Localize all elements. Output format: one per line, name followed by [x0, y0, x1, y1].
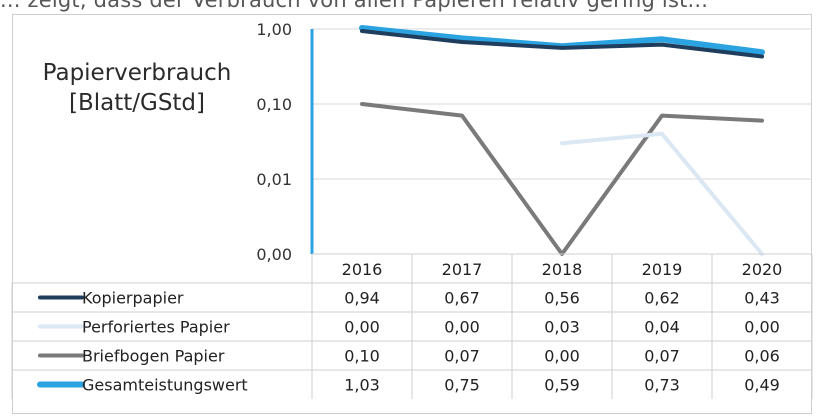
data-label: 0,04	[644, 318, 680, 337]
data-label: 0,07	[644, 347, 680, 366]
data-label: 0,00	[744, 318, 780, 337]
data-label: 0,73	[644, 376, 680, 395]
data-label: 0,49	[744, 376, 780, 395]
chart-frame	[12, 14, 812, 414]
data-label: 1,03	[344, 376, 380, 395]
x-category-label: 2016	[342, 260, 383, 279]
data-label: 0,59	[544, 376, 580, 395]
y-axis-label-line-2: [Blatt/GStd]	[68, 90, 206, 116]
y-axis-label: Papierverbrauch [Blatt/GStd]	[30, 58, 244, 118]
y-axis-label-line-1: Papierverbrauch	[42, 60, 232, 86]
data-label: 0,94	[344, 289, 380, 308]
data-label: 0,75	[444, 376, 480, 395]
data-label: 0,56	[544, 289, 580, 308]
y-tick-label: 0,10	[256, 95, 292, 114]
x-category-label: 2018	[542, 260, 583, 279]
x-category-label: 2019	[642, 260, 683, 279]
series-name-2: Perforiertes Papier	[82, 318, 230, 337]
series-name-4: Gesamteistungswert	[82, 376, 248, 395]
data-label: 0,00	[444, 318, 480, 337]
series-name-1: Kopierpapier	[82, 289, 184, 308]
data-label: 0,03	[544, 318, 580, 337]
data-label: 0,00	[544, 347, 580, 366]
series-line-2	[560, 131, 764, 256]
x-category-label: 2017	[442, 260, 483, 279]
y-tick-label: 0,01	[256, 170, 292, 189]
page-context-text: ... zeigt, dass der Verbrauch von allen …	[0, 0, 709, 12]
series-lines	[359, 25, 765, 256]
data-label: 0,67	[444, 289, 480, 308]
data-label: 0,43	[744, 289, 780, 308]
series-name-3: Briefbogen Papier	[82, 347, 225, 366]
y-tick-label: 0,00	[256, 245, 292, 264]
x-category-label: 2020	[742, 260, 783, 279]
data-label: 0,06	[744, 347, 780, 366]
data-table: 2016 2017 2018 2019 2020 Kopierpapier 0,94 0,67…	[11, 253, 813, 399]
series-line-1	[360, 29, 764, 59]
data-label: 0,07	[444, 347, 480, 366]
data-label: 0,10	[344, 347, 380, 366]
y-tick-label: 1,00	[256, 20, 292, 39]
y-tick-labels: 1,00 0,10 0,01 0,00	[256, 20, 292, 264]
data-label: 0,00	[344, 318, 380, 337]
data-label: 0,62	[644, 289, 680, 308]
